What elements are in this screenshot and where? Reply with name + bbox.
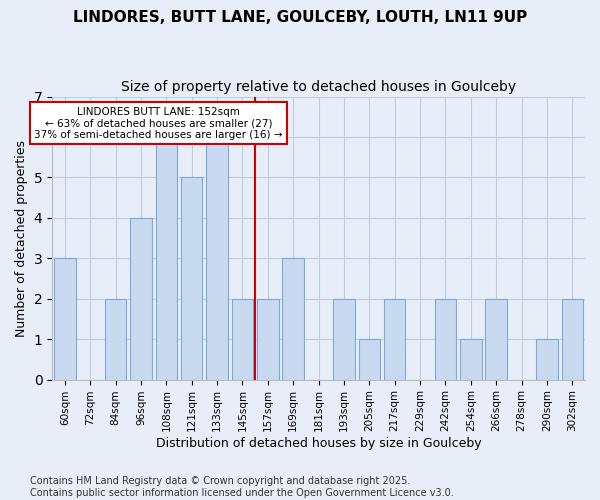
Bar	[283, 258, 304, 380]
X-axis label: Distribution of detached houses by size in Goulceby: Distribution of detached houses by size …	[156, 437, 481, 450]
Bar	[54, 258, 76, 380]
Bar	[257, 298, 278, 380]
Bar	[359, 339, 380, 380]
Bar	[434, 298, 456, 380]
Text: LINDORES, BUTT LANE, GOULCEBY, LOUTH, LN11 9UP: LINDORES, BUTT LANE, GOULCEBY, LOUTH, LN…	[73, 10, 527, 25]
Title: Size of property relative to detached houses in Goulceby: Size of property relative to detached ho…	[121, 80, 516, 94]
Bar	[130, 218, 152, 380]
Y-axis label: Number of detached properties: Number of detached properties	[15, 140, 28, 336]
Bar	[460, 339, 482, 380]
Bar	[232, 298, 253, 380]
Bar	[206, 137, 228, 380]
Bar	[333, 298, 355, 380]
Bar	[485, 298, 507, 380]
Text: Contains HM Land Registry data © Crown copyright and database right 2025.
Contai: Contains HM Land Registry data © Crown c…	[30, 476, 454, 498]
Bar	[105, 298, 127, 380]
Bar	[384, 298, 406, 380]
Text: LINDORES BUTT LANE: 152sqm
← 63% of detached houses are smaller (27)
37% of semi: LINDORES BUTT LANE: 152sqm ← 63% of deta…	[34, 106, 283, 140]
Bar	[181, 178, 202, 380]
Bar	[562, 298, 583, 380]
Bar	[155, 137, 177, 380]
Bar	[536, 339, 558, 380]
